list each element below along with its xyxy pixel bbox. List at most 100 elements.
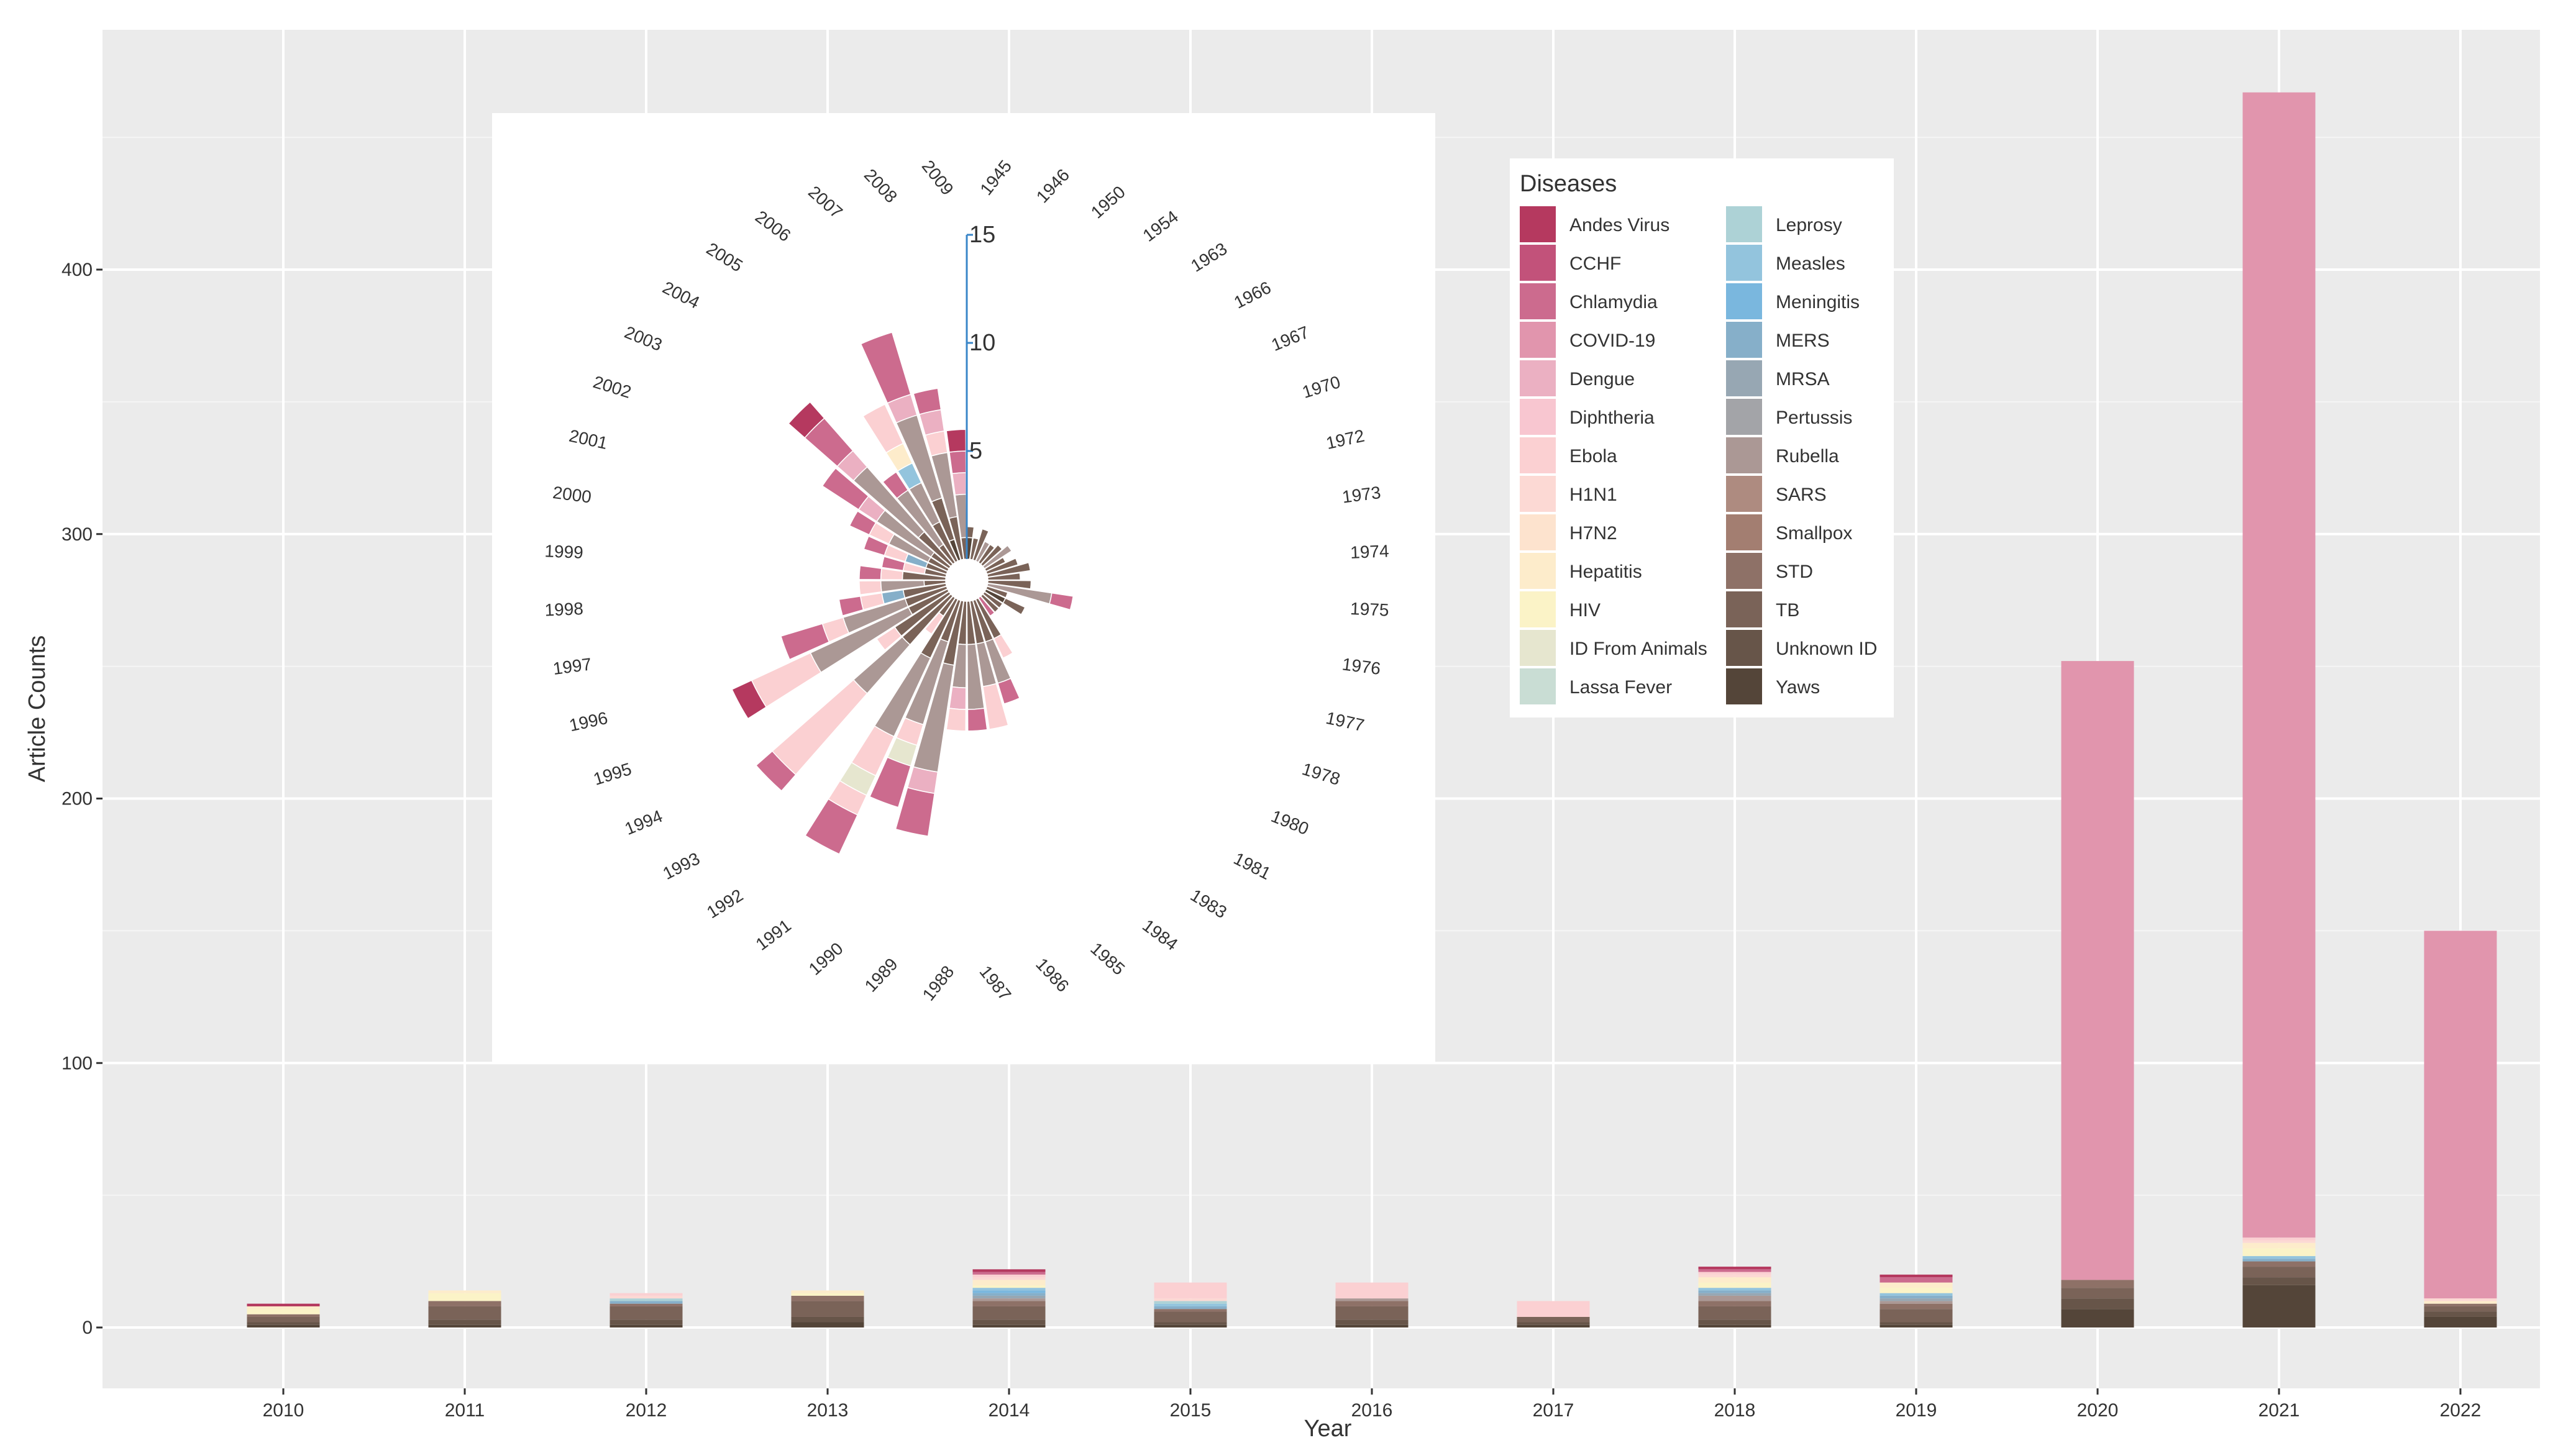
polar-bar-segment — [913, 388, 942, 416]
bar-segment — [2242, 1240, 2316, 1243]
polar-bar-segment — [977, 595, 995, 617]
polar-bar-segment — [980, 544, 1003, 567]
polar-bar-segment — [859, 565, 882, 580]
bar-segment — [610, 1324, 683, 1327]
polar-bar-segment — [949, 450, 967, 475]
polar-bar-segment — [969, 537, 979, 561]
bar-segment — [1879, 1274, 1953, 1278]
legend-swatch — [1726, 245, 1762, 281]
polar-bar-segment — [788, 401, 825, 439]
legend-label: Smallpox — [1776, 523, 1852, 544]
bar-segment — [972, 1274, 1046, 1278]
bar-segment — [972, 1285, 1046, 1288]
bar-segment — [972, 1301, 1046, 1306]
bar-segment — [1698, 1274, 1771, 1278]
bar-segment — [1698, 1290, 1771, 1293]
bar-segment — [1154, 1309, 1227, 1312]
x-tick-label: 2021 — [2259, 1400, 2300, 1421]
legend-label: Meningitis — [1776, 292, 1860, 312]
polar-bar-segment — [980, 593, 1000, 613]
x-axis: 2010 2011 2012 2013 2014 2015 2016 2017 2018 2019… — [263, 1388, 2481, 1421]
legend-swatch — [1520, 476, 1556, 512]
bar-segment — [428, 1293, 501, 1301]
polar-bar-segment — [881, 556, 906, 571]
legend-label: CCHF — [1569, 253, 1621, 274]
bar-segment — [791, 1293, 864, 1296]
x-tick-label: 2020 — [2077, 1400, 2119, 1421]
bar-segment — [2242, 1237, 2316, 1241]
legend-label: MERS — [1776, 330, 1830, 351]
bar-segment — [610, 1306, 683, 1320]
legend-swatch — [1520, 322, 1556, 358]
bar-segment — [610, 1298, 683, 1301]
bar-segment — [1517, 1324, 1590, 1327]
legend-label: COVID-19 — [1569, 330, 1655, 351]
bar-segment — [2242, 1259, 2316, 1262]
bar-segment — [1154, 1311, 1227, 1323]
polar-bar-segment — [731, 680, 767, 719]
legend-swatch — [1520, 360, 1556, 396]
legend-label: Rubella — [1776, 446, 1839, 467]
legend-label: Andes Virus — [1569, 215, 1669, 235]
bar-segment — [2424, 931, 2497, 1299]
polar-radius-label: 5 — [969, 438, 982, 464]
bar-segment — [428, 1301, 501, 1306]
bar-segment — [1698, 1272, 1771, 1275]
legend-label: Ebola — [1569, 446, 1617, 467]
bar-segment — [1698, 1267, 1771, 1270]
polar-bar-segment — [1049, 592, 1074, 611]
bar-segment — [1879, 1293, 1953, 1296]
polar-radius-label: 10 — [969, 330, 995, 356]
bar-segment — [1879, 1322, 1953, 1325]
legend-swatch — [1726, 668, 1762, 704]
bar-segment — [2242, 1267, 2316, 1278]
polar-bar-segment — [804, 798, 859, 855]
legend-swatch — [1520, 668, 1556, 704]
legend-swatch — [1520, 283, 1556, 319]
polar-bar-segment — [986, 562, 1031, 578]
bar-segment — [1335, 1324, 1409, 1327]
bar-segment — [1517, 1316, 1590, 1323]
bar-segment — [247, 1316, 320, 1323]
bar-segment — [1517, 1322, 1590, 1325]
legend-label: Lassa Fever — [1569, 677, 1672, 698]
polar-year-label: 1974 — [1350, 541, 1390, 562]
x-tick-label: 2010 — [263, 1400, 304, 1421]
polar-bar-segment — [946, 429, 967, 453]
bar-segment — [1698, 1282, 1771, 1288]
bar-segment — [972, 1290, 1046, 1293]
legend-label: H7N2 — [1569, 523, 1617, 544]
polar-bar-segment — [982, 683, 1009, 730]
polar-bar-segment — [966, 526, 975, 539]
bar-segment — [1154, 1322, 1227, 1325]
y-tick-label: 200 — [62, 789, 93, 809]
polar-bar-segment — [875, 626, 902, 651]
bar-segment — [247, 1306, 320, 1309]
polar-year-label: 1998 — [544, 599, 584, 620]
bar-segment — [2424, 1311, 2497, 1317]
legend-label: H1N1 — [1569, 485, 1617, 505]
bar-segment — [1879, 1303, 1953, 1309]
bar-segment — [2424, 1306, 2497, 1312]
legend-label: Measles — [1776, 253, 1845, 274]
bar-segment — [1335, 1282, 1409, 1299]
bar-segment — [791, 1295, 864, 1301]
y-tick-label: 400 — [62, 260, 93, 280]
bar-segment — [247, 1322, 320, 1325]
polar-bar-segment — [985, 585, 1008, 599]
legend-swatch — [1726, 514, 1762, 550]
bar-segment — [610, 1293, 683, 1296]
bar-segment — [2424, 1301, 2497, 1304]
bar-segment — [2242, 92, 2316, 1238]
bar-segment — [2242, 1277, 2316, 1285]
polar-bar-segment — [946, 708, 967, 732]
legend-swatch — [1726, 283, 1762, 319]
bar-segment — [1154, 1282, 1227, 1299]
polar-bar-segment — [967, 708, 988, 732]
bar-segment — [1698, 1306, 1771, 1320]
legend-label: Yaws — [1776, 677, 1820, 698]
bar-segment — [428, 1319, 501, 1325]
legend-swatch — [1726, 630, 1762, 666]
polar-bar-segment — [951, 472, 967, 496]
bar-segment — [2242, 1242, 2316, 1249]
